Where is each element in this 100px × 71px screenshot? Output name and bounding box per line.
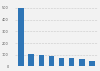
Bar — [28, 54, 34, 66]
Bar — [59, 58, 64, 66]
Bar — [18, 8, 24, 66]
Bar — [79, 59, 84, 66]
Bar — [49, 56, 54, 66]
Bar — [69, 58, 74, 66]
Bar — [89, 61, 95, 66]
Bar — [39, 55, 44, 66]
